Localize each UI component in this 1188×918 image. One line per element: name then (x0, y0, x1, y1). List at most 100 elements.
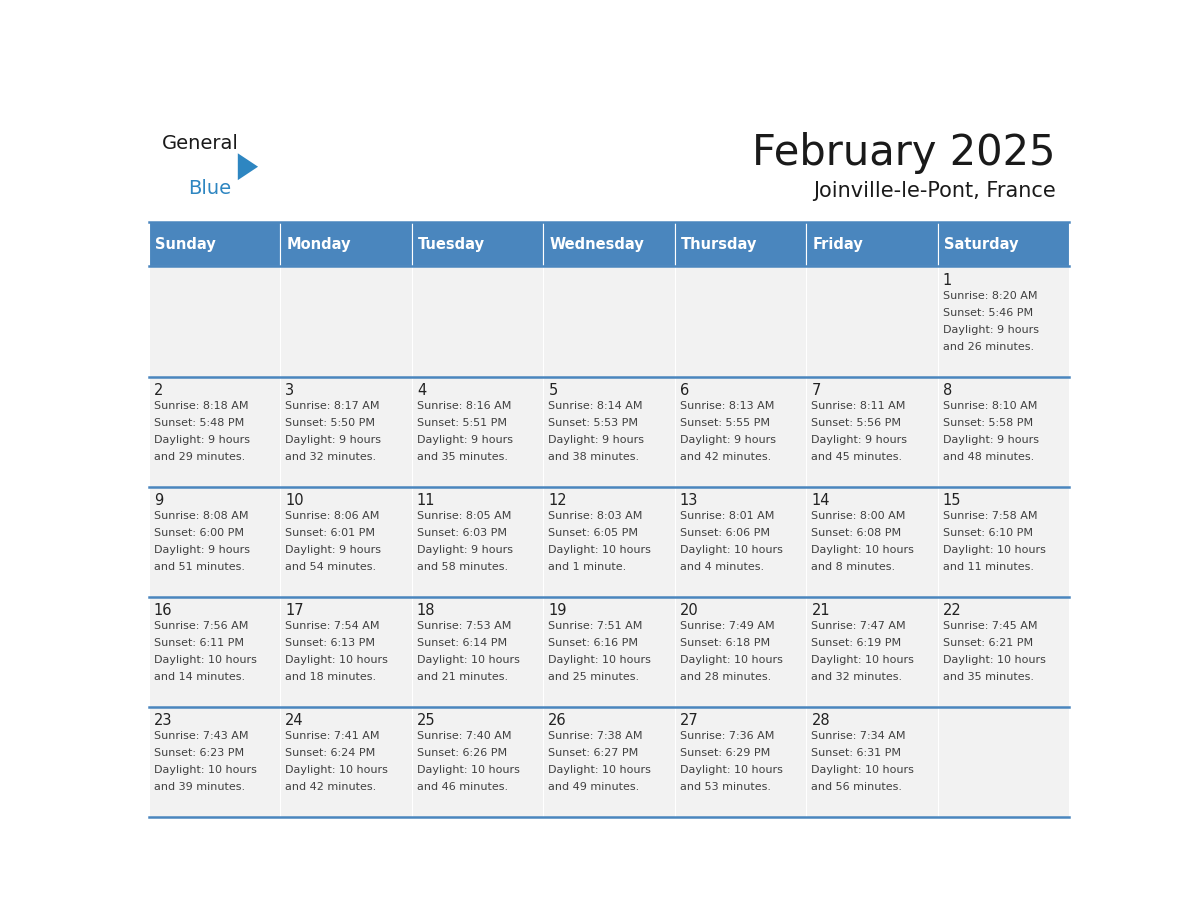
Bar (543, 222, 675, 266)
Text: Sunset: 5:46 PM: Sunset: 5:46 PM (943, 308, 1034, 318)
Text: and 18 minutes.: and 18 minutes. (285, 672, 377, 682)
Bar (148, 487, 280, 597)
Text: and 4 minutes.: and 4 minutes. (680, 562, 764, 572)
Text: Sunset: 6:00 PM: Sunset: 6:00 PM (153, 528, 244, 538)
Text: Monday: Monday (286, 237, 352, 252)
Bar (411, 597, 543, 707)
Text: 26: 26 (549, 713, 567, 729)
Text: 12: 12 (549, 493, 567, 509)
Text: and 26 minutes.: and 26 minutes. (943, 341, 1034, 352)
Text: and 25 minutes.: and 25 minutes. (549, 672, 639, 682)
Text: Sunset: 6:24 PM: Sunset: 6:24 PM (285, 748, 375, 758)
Text: and 42 minutes.: and 42 minutes. (680, 452, 771, 462)
Text: Daylight: 9 hours: Daylight: 9 hours (811, 435, 908, 445)
Text: 28: 28 (811, 713, 830, 729)
Bar (148, 597, 280, 707)
Text: 7: 7 (811, 383, 821, 398)
Bar (148, 266, 280, 376)
Bar (280, 222, 411, 266)
Text: Sunrise: 8:01 AM: Sunrise: 8:01 AM (680, 510, 775, 521)
Text: Joinville-le-Pont, France: Joinville-le-Pont, France (813, 181, 1055, 200)
Text: Daylight: 9 hours: Daylight: 9 hours (285, 435, 381, 445)
Text: and 35 minutes.: and 35 minutes. (417, 452, 507, 462)
Text: Daylight: 9 hours: Daylight: 9 hours (680, 435, 776, 445)
Bar (807, 707, 937, 817)
Text: Sunrise: 8:06 AM: Sunrise: 8:06 AM (285, 510, 380, 521)
Text: Sunday: Sunday (156, 237, 216, 252)
Text: Sunrise: 7:38 AM: Sunrise: 7:38 AM (549, 731, 643, 741)
Text: Daylight: 10 hours: Daylight: 10 hours (549, 766, 651, 776)
Text: and 32 minutes.: and 32 minutes. (811, 672, 903, 682)
Bar (675, 597, 807, 707)
Text: Daylight: 9 hours: Daylight: 9 hours (417, 545, 513, 555)
Bar (937, 376, 1069, 487)
Text: Daylight: 10 hours: Daylight: 10 hours (417, 766, 519, 776)
Text: 15: 15 (943, 493, 961, 509)
Bar (543, 376, 675, 487)
Text: Blue: Blue (188, 179, 232, 197)
Text: and 38 minutes.: and 38 minutes. (549, 452, 639, 462)
Text: Sunset: 6:14 PM: Sunset: 6:14 PM (417, 638, 507, 648)
Text: Sunset: 6:08 PM: Sunset: 6:08 PM (811, 528, 902, 538)
Text: 18: 18 (417, 603, 435, 619)
Bar (807, 376, 937, 487)
Text: and 32 minutes.: and 32 minutes. (285, 452, 377, 462)
Bar (543, 487, 675, 597)
Text: 21: 21 (811, 603, 830, 619)
Bar (411, 487, 543, 597)
Text: Sunset: 6:13 PM: Sunset: 6:13 PM (285, 638, 375, 648)
Text: and 39 minutes.: and 39 minutes. (153, 782, 245, 792)
Text: Daylight: 10 hours: Daylight: 10 hours (549, 545, 651, 555)
Bar (675, 487, 807, 597)
Text: 22: 22 (943, 603, 961, 619)
Text: Daylight: 9 hours: Daylight: 9 hours (943, 325, 1040, 335)
Text: and 35 minutes.: and 35 minutes. (943, 672, 1034, 682)
Text: Daylight: 9 hours: Daylight: 9 hours (417, 435, 513, 445)
Text: and 54 minutes.: and 54 minutes. (285, 562, 377, 572)
Text: Sunrise: 7:49 AM: Sunrise: 7:49 AM (680, 621, 775, 631)
Text: Daylight: 9 hours: Daylight: 9 hours (943, 435, 1040, 445)
Text: Sunrise: 8:05 AM: Sunrise: 8:05 AM (417, 510, 511, 521)
Text: 1: 1 (943, 273, 953, 288)
Text: Sunrise: 7:34 AM: Sunrise: 7:34 AM (811, 731, 906, 741)
Text: Sunset: 6:31 PM: Sunset: 6:31 PM (811, 748, 902, 758)
Text: Sunset: 6:06 PM: Sunset: 6:06 PM (680, 528, 770, 538)
Text: Daylight: 10 hours: Daylight: 10 hours (811, 655, 915, 666)
Text: Sunset: 6:05 PM: Sunset: 6:05 PM (549, 528, 638, 538)
Bar (937, 266, 1069, 376)
Text: Sunset: 6:01 PM: Sunset: 6:01 PM (285, 528, 375, 538)
Text: Daylight: 10 hours: Daylight: 10 hours (680, 545, 783, 555)
Text: Sunset: 6:18 PM: Sunset: 6:18 PM (680, 638, 770, 648)
Bar (280, 707, 411, 817)
Text: Sunrise: 7:56 AM: Sunrise: 7:56 AM (153, 621, 248, 631)
Text: Daylight: 10 hours: Daylight: 10 hours (811, 766, 915, 776)
Text: 11: 11 (417, 493, 435, 509)
Text: Sunrise: 8:13 AM: Sunrise: 8:13 AM (680, 401, 775, 410)
Text: Daylight: 10 hours: Daylight: 10 hours (680, 655, 783, 666)
Bar (937, 487, 1069, 597)
Text: and 29 minutes.: and 29 minutes. (153, 452, 245, 462)
Text: Sunrise: 8:16 AM: Sunrise: 8:16 AM (417, 401, 511, 410)
Text: 25: 25 (417, 713, 436, 729)
Text: Sunrise: 8:11 AM: Sunrise: 8:11 AM (811, 401, 905, 410)
Text: 20: 20 (680, 603, 699, 619)
Text: and 49 minutes.: and 49 minutes. (549, 782, 639, 792)
Bar (543, 707, 675, 817)
Text: and 42 minutes.: and 42 minutes. (285, 782, 377, 792)
Text: Daylight: 10 hours: Daylight: 10 hours (943, 655, 1045, 666)
Text: Daylight: 10 hours: Daylight: 10 hours (153, 655, 257, 666)
Text: Daylight: 9 hours: Daylight: 9 hours (285, 545, 381, 555)
Text: Sunset: 5:55 PM: Sunset: 5:55 PM (680, 418, 770, 428)
Text: Sunset: 5:56 PM: Sunset: 5:56 PM (811, 418, 902, 428)
Text: Sunrise: 8:10 AM: Sunrise: 8:10 AM (943, 401, 1037, 410)
Text: Sunset: 5:58 PM: Sunset: 5:58 PM (943, 418, 1034, 428)
Text: 9: 9 (153, 493, 163, 509)
Bar (937, 222, 1069, 266)
Text: 6: 6 (680, 383, 689, 398)
Text: Saturday: Saturday (944, 237, 1019, 252)
Text: Sunset: 6:27 PM: Sunset: 6:27 PM (549, 748, 639, 758)
Text: Daylight: 10 hours: Daylight: 10 hours (811, 545, 915, 555)
Text: and 53 minutes.: and 53 minutes. (680, 782, 771, 792)
Bar (937, 597, 1069, 707)
Bar (280, 487, 411, 597)
